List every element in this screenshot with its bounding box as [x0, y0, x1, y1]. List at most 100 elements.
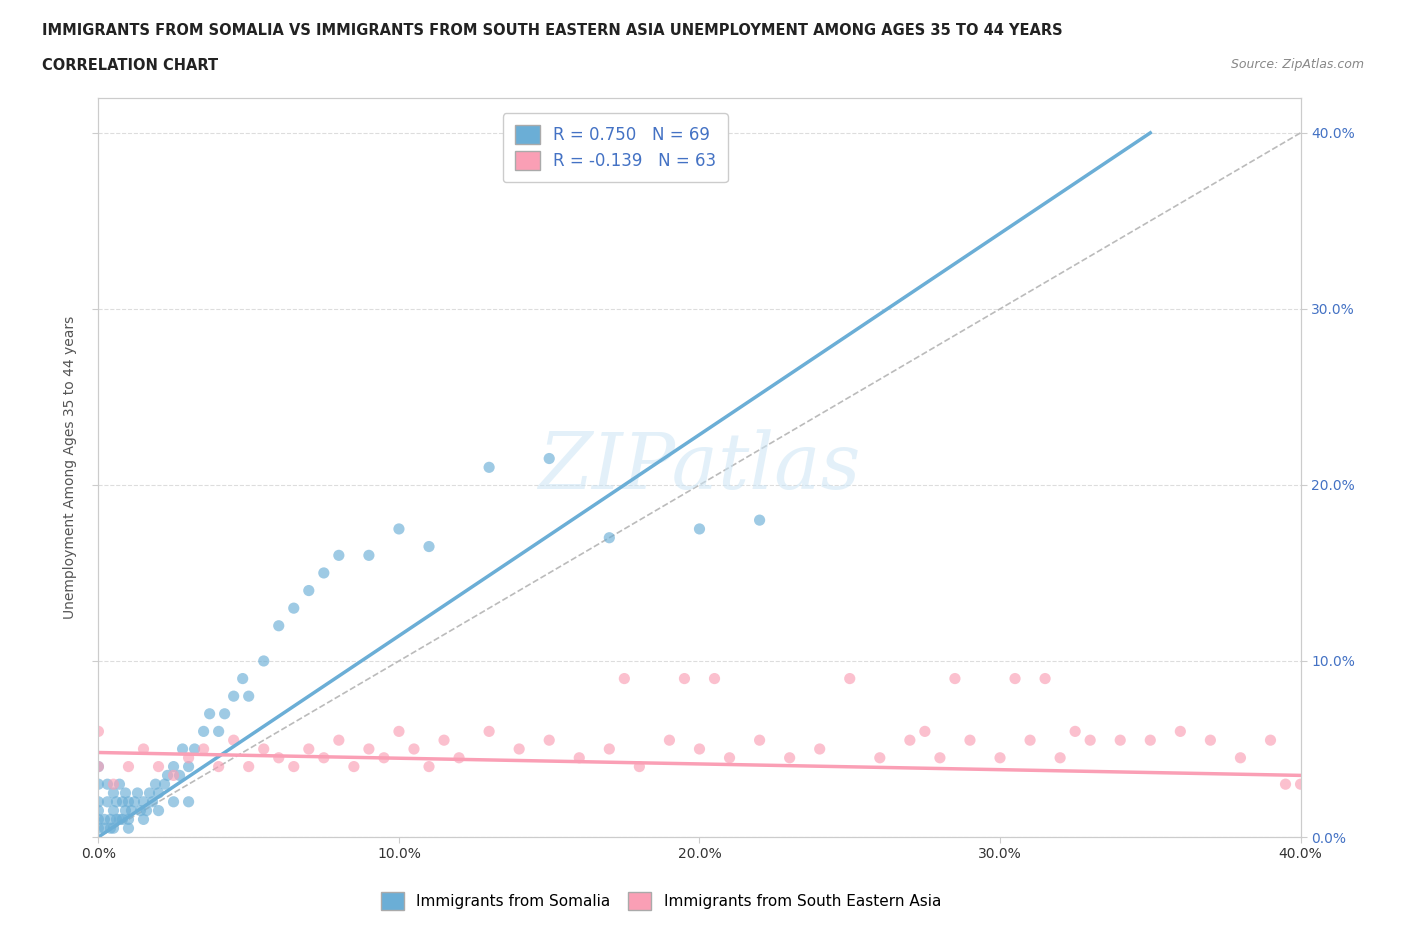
Point: [87, 821, 110, 836]
Point: [418, 759, 440, 774]
Text: Source: ZipAtlas.com: Source: ZipAtlas.com: [1230, 58, 1364, 71]
Point: [538, 451, 561, 466]
Point: [748, 733, 770, 748]
Point: [1199, 733, 1222, 748]
Point: [253, 654, 276, 669]
Point: [117, 812, 139, 827]
Point: [105, 794, 128, 809]
Point: [148, 786, 170, 801]
Point: [127, 786, 149, 801]
Point: [267, 751, 290, 765]
Point: [177, 759, 200, 774]
Point: [169, 768, 191, 783]
Point: [673, 671, 696, 686]
Point: [162, 759, 184, 774]
Point: [1170, 724, 1192, 738]
Point: [689, 522, 711, 537]
Point: [869, 751, 891, 765]
Point: [1260, 733, 1282, 748]
Point: [478, 460, 501, 474]
Point: [103, 786, 125, 801]
Point: [1019, 733, 1042, 748]
Point: [96, 794, 118, 809]
Legend: R = 0.750   N = 69, R = -0.139   N = 63: R = 0.750 N = 69, R = -0.139 N = 63: [503, 113, 728, 182]
Point: [598, 741, 620, 756]
Point: [193, 741, 215, 756]
Point: [172, 741, 194, 756]
Point: [929, 751, 952, 765]
Point: [267, 618, 290, 633]
Point: [779, 751, 801, 765]
Point: [298, 741, 321, 756]
Point: [162, 794, 184, 809]
Point: [312, 565, 335, 580]
Point: [433, 733, 456, 748]
Point: [418, 539, 440, 554]
Point: [208, 759, 231, 774]
Point: [718, 751, 741, 765]
Point: [111, 812, 134, 827]
Point: [1109, 733, 1132, 748]
Point: [93, 821, 115, 836]
Point: [145, 777, 167, 791]
Point: [238, 759, 260, 774]
Point: [898, 733, 921, 748]
Point: [177, 794, 200, 809]
Point: [96, 777, 118, 791]
Point: [1289, 777, 1312, 791]
Point: [100, 812, 122, 827]
Point: [132, 741, 155, 756]
Point: [959, 733, 981, 748]
Point: [232, 671, 254, 686]
Point: [689, 741, 711, 756]
Point: [208, 724, 231, 738]
Point: [87, 724, 110, 738]
Point: [153, 777, 176, 791]
Point: [568, 751, 591, 765]
Point: [988, 751, 1011, 765]
Point: [478, 724, 501, 738]
Point: [689, 143, 711, 158]
Point: [1139, 733, 1161, 748]
Point: [103, 804, 125, 818]
Point: [121, 804, 143, 818]
Point: [103, 777, 125, 791]
Legend: Immigrants from Somalia, Immigrants from South Eastern Asia: Immigrants from Somalia, Immigrants from…: [373, 884, 949, 918]
Point: [87, 804, 110, 818]
Point: [357, 741, 380, 756]
Point: [388, 724, 411, 738]
Point: [100, 821, 122, 836]
Point: [124, 794, 146, 809]
Point: [222, 689, 245, 704]
Point: [132, 794, 155, 809]
Point: [148, 804, 170, 818]
Point: [943, 671, 966, 686]
Point: [87, 794, 110, 809]
Point: [93, 812, 115, 827]
Point: [111, 794, 134, 809]
Point: [538, 733, 561, 748]
Point: [108, 777, 131, 791]
Point: [658, 733, 681, 748]
Point: [148, 759, 170, 774]
Point: [628, 759, 651, 774]
Point: [87, 812, 110, 827]
Text: IMMIGRANTS FROM SOMALIA VS IMMIGRANTS FROM SOUTH EASTERN ASIA UNEMPLOYMENT AMONG: IMMIGRANTS FROM SOMALIA VS IMMIGRANTS FR…: [42, 23, 1063, 38]
Point: [114, 804, 136, 818]
Point: [103, 821, 125, 836]
Point: [87, 759, 110, 774]
Point: [1274, 777, 1296, 791]
Point: [1229, 751, 1251, 765]
Point: [283, 759, 305, 774]
Point: [117, 759, 139, 774]
Point: [87, 777, 110, 791]
Point: [177, 751, 200, 765]
Point: [129, 804, 152, 818]
Point: [117, 794, 139, 809]
Point: [703, 671, 725, 686]
Point: [1033, 671, 1056, 686]
Point: [214, 707, 236, 722]
Point: [193, 724, 215, 738]
Point: [402, 741, 425, 756]
Point: [1004, 671, 1026, 686]
